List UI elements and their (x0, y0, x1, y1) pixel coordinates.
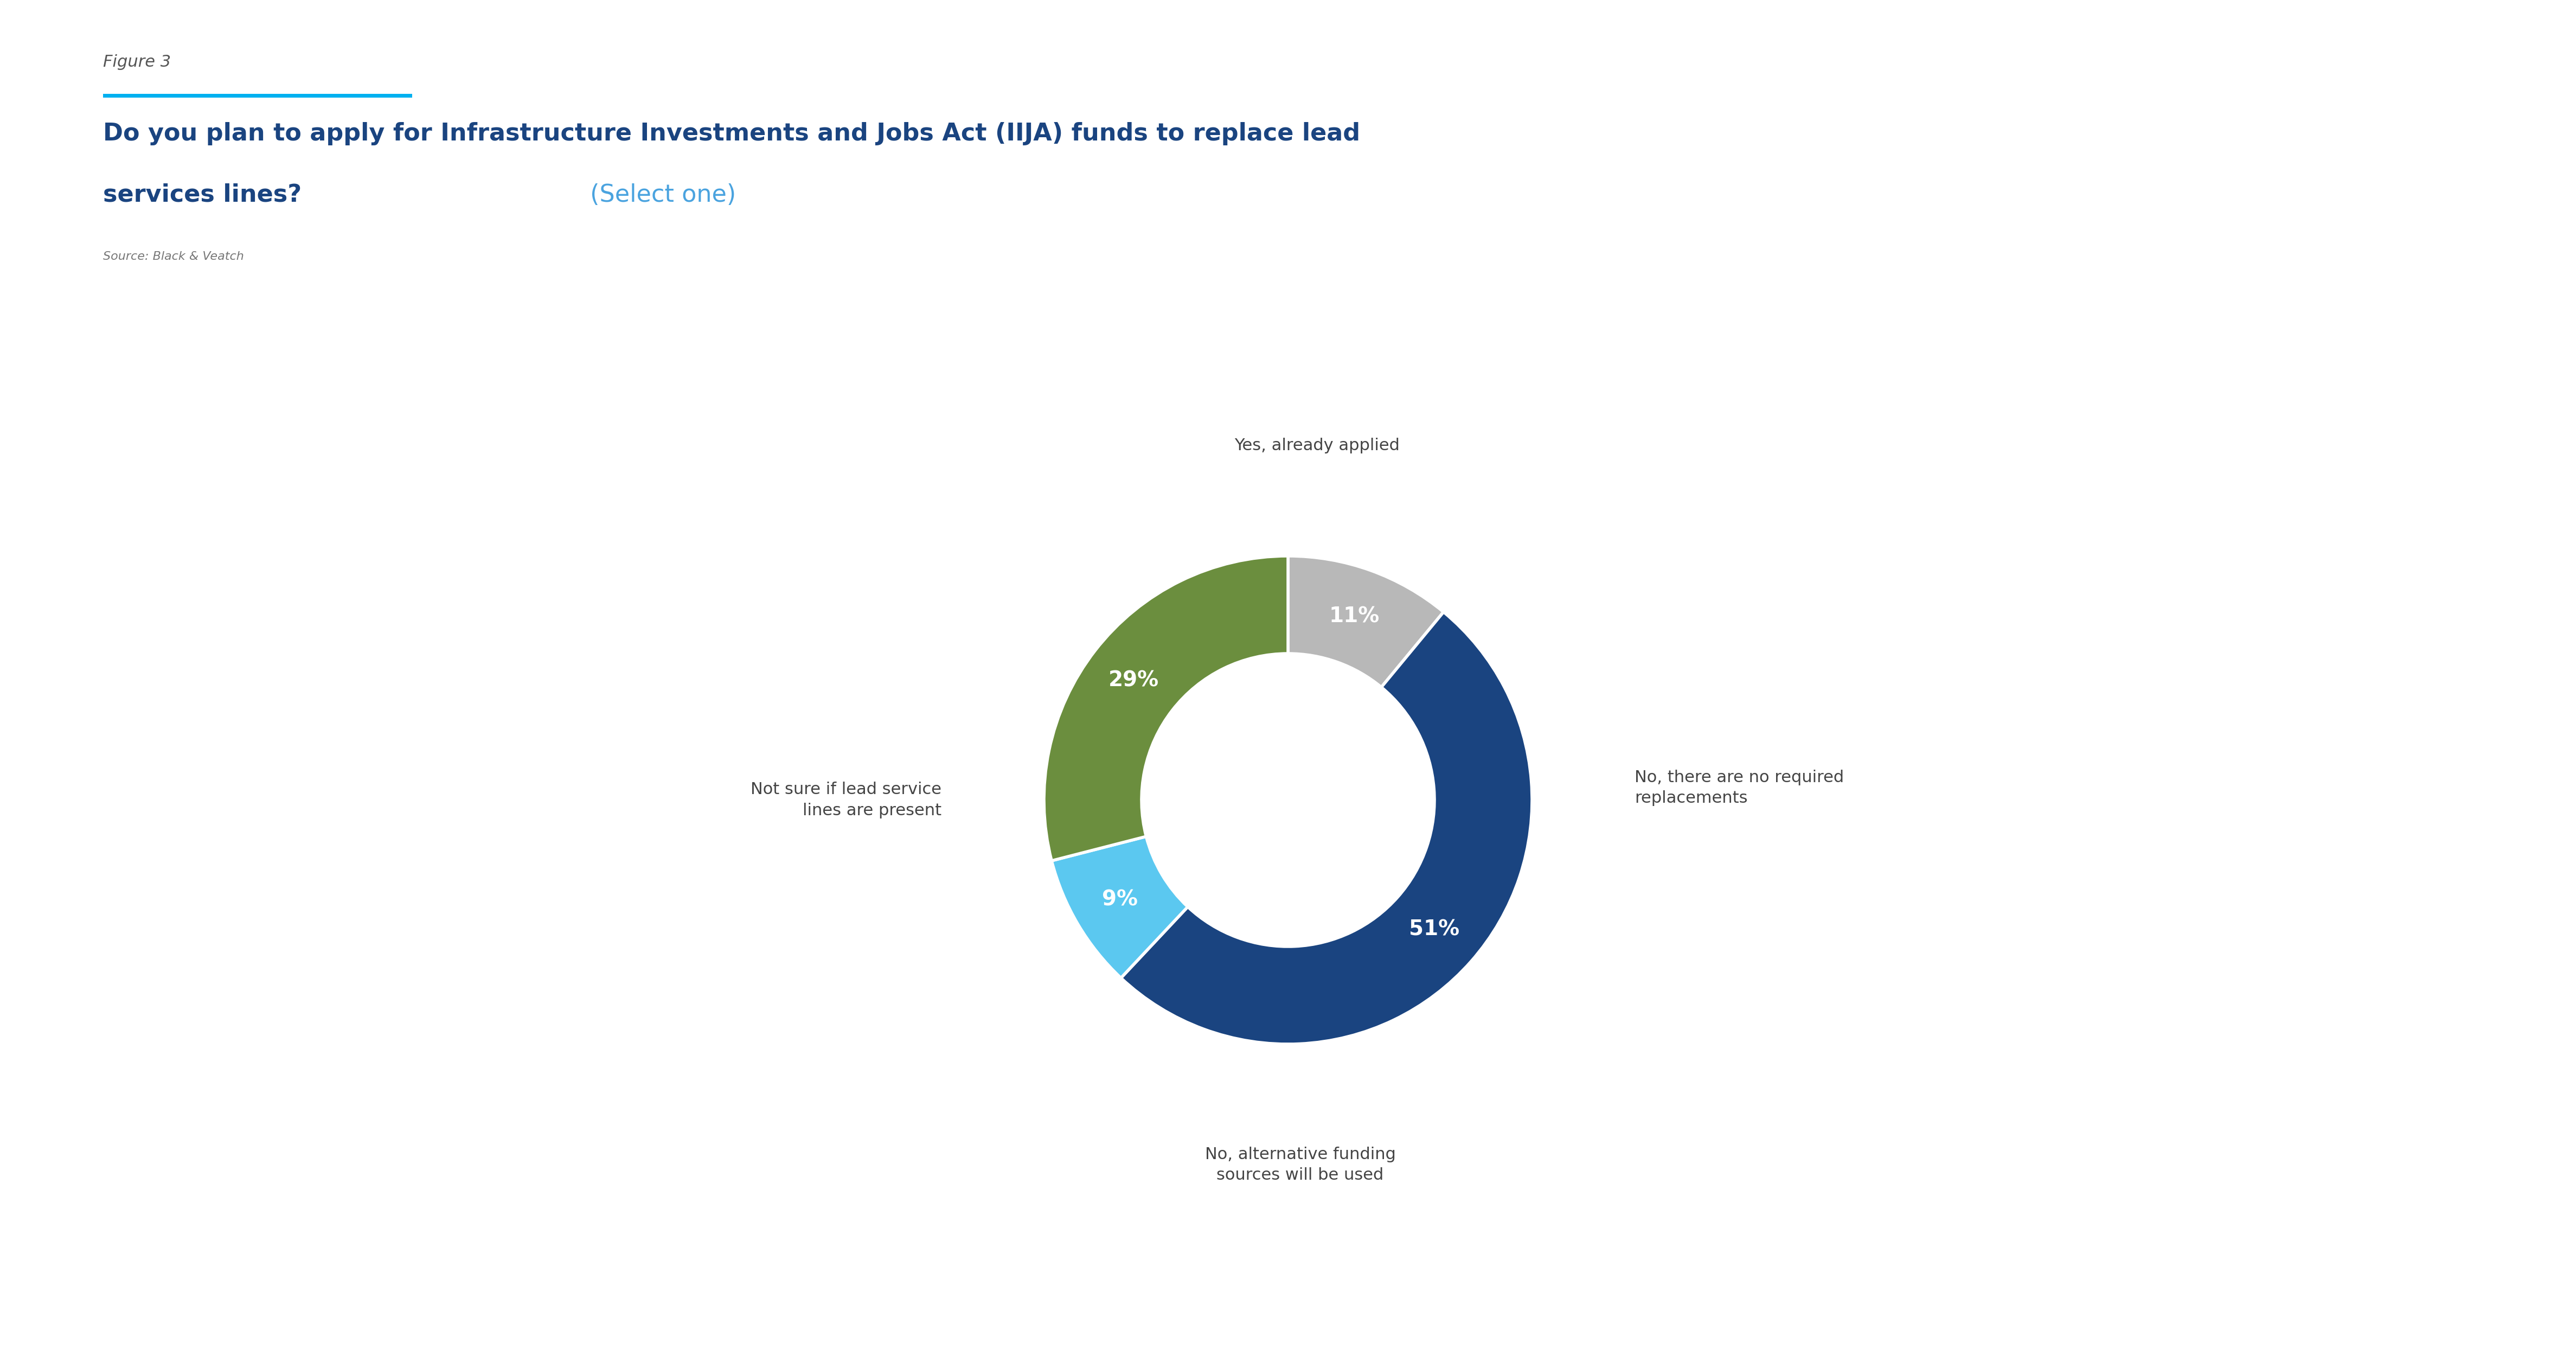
Wedge shape (1121, 612, 1533, 1044)
Text: 51%: 51% (1409, 919, 1461, 940)
Wedge shape (1051, 837, 1188, 978)
Text: Source: Black & Veatch: Source: Black & Veatch (103, 251, 245, 262)
Text: 9%: 9% (1103, 890, 1139, 910)
Text: No, there are no required
replacements: No, there are no required replacements (1636, 770, 1844, 805)
Text: Figure 3: Figure 3 (103, 54, 170, 71)
Text: No, alternative funding
sources will be used: No, alternative funding sources will be … (1206, 1147, 1396, 1182)
Text: 11%: 11% (1329, 606, 1378, 626)
Text: Not sure if lead service
lines are present: Not sure if lead service lines are prese… (750, 782, 940, 818)
Wedge shape (1043, 556, 1288, 861)
Text: services lines?: services lines? (103, 183, 301, 206)
Text: Yes, already applied: Yes, already applied (1234, 438, 1399, 453)
Text: (Select one): (Select one) (582, 183, 737, 206)
Wedge shape (1288, 556, 1443, 687)
Text: Do you plan to apply for Infrastructure Investments and Jobs Act (IIJA) funds to: Do you plan to apply for Infrastructure … (103, 122, 1360, 145)
Text: 29%: 29% (1108, 670, 1159, 690)
